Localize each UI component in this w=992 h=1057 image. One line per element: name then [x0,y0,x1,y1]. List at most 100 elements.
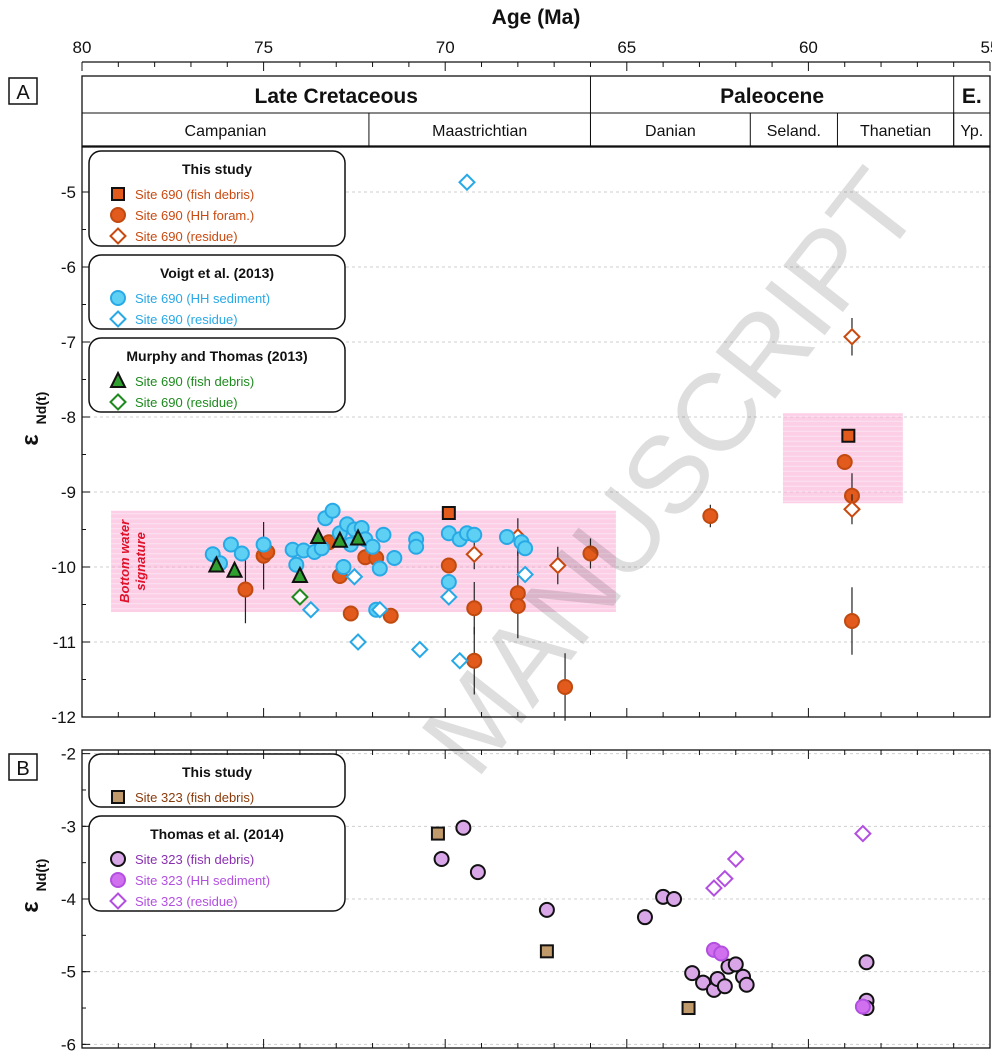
data-point [498,529,515,545]
stage-label: Maastrichtian [432,123,527,140]
data-point [349,528,367,546]
data-point [237,581,254,598]
data-point [666,891,683,907]
plot-frame [81,146,991,718]
legend-title: Voigt et al. (2013) [160,265,274,281]
legend-box [88,254,346,330]
epoch-label: Late Cretaceous [255,85,418,108]
y-axis-label: ε Nd(t) [17,392,49,446]
data-point [548,556,567,575]
y-tick-label: -2 [61,745,76,764]
legend-title: This study [182,764,252,780]
data-point [225,560,244,578]
x-tick-label: 65 [617,38,636,57]
panel-a-label-box [8,77,38,105]
data-point [301,600,320,619]
data-point [716,978,733,995]
legend-marker [110,851,126,867]
stage-label: Campanian [185,123,267,140]
x-tick-label: 75 [254,38,273,57]
data-point [695,974,712,991]
legend-marker [111,187,125,201]
data-point [433,851,450,868]
data-point [349,633,367,651]
y-tick-label: -4 [61,890,76,909]
data-point [854,998,871,1015]
data-point [222,536,239,553]
legend-marker [109,393,127,411]
data-point [324,502,341,519]
data-series [237,454,860,721]
data-point [466,526,483,543]
y-axis-label-main: ε [17,901,44,912]
data-point [702,508,719,524]
epoch-label: E. [962,85,982,108]
data-point [465,545,484,564]
data-point [858,954,875,971]
y-tick-label: -6 [61,1035,76,1052]
data-point [408,538,425,555]
data-point [715,869,734,888]
y-tick-label: -10 [51,558,76,577]
y-axis-label-sub: Nd(t) [33,392,49,425]
data-point [853,824,872,843]
y-tick-label: -7 [61,333,76,352]
y-tick-label: -3 [61,817,76,836]
data-point [582,545,599,562]
legend-title: Murphy and Thomas (2013) [126,348,307,364]
x-tick-label: 55 [981,38,992,57]
legend-box [88,337,346,413]
chronostrat-box [81,75,991,147]
y-axis-label-sub: Nd(t) [33,859,49,892]
y-tick-label: -8 [61,408,76,427]
data-series [705,941,871,1015]
data-point [371,560,388,577]
y-tick-label: -11 [53,633,76,652]
y-tick-label: -12 [51,708,76,727]
y-axis-label-main: ε [17,434,44,445]
data-point [517,540,534,557]
legend-entry-label: Site 690 (HH foram.) [135,208,254,223]
legend-entry-label: Site 690 (fish debris) [135,374,254,389]
legend-entry-label: Site 323 (fish debris) [135,852,254,867]
legend-entry-label: Site 690 (residue) [135,395,238,410]
y-tick-label: -5 [61,183,76,202]
y-tick-label: -5 [61,963,76,982]
data-point [441,506,456,520]
data-point [364,538,381,555]
data-point [410,640,429,659]
data-point [726,850,745,868]
legend-marker [109,370,127,388]
legend-group: Voigt et al. (2013) Site 690 (HH sediment… [88,254,346,330]
data-point [843,500,861,519]
legend-entry-label: Site 690 (fish debris) [135,187,254,202]
data-point [430,826,445,841]
data-point [836,454,853,470]
data-series [430,826,696,1016]
legend-entry-label: Site 323 (fish debris) [135,790,254,805]
legend-marker [110,290,126,306]
data-point [458,173,476,192]
legend-marker [109,310,127,328]
data-point [516,565,535,584]
data-point [207,555,226,573]
data-point [738,976,755,993]
data-point [342,605,359,622]
data-series [441,428,856,520]
data-series [291,588,309,606]
legend-box [88,815,346,912]
y-tick-label: -9 [61,483,76,502]
stage-label: Seland. [767,123,821,140]
legend-title: This study [182,161,252,177]
legend-title: Thomas et al. (2014) [150,826,284,842]
legend-box [88,753,346,808]
stage-label: Thanetian [860,123,931,140]
legend-entry-label: Site 323 (residue) [135,894,238,909]
data-point [727,956,744,973]
legend-marker [109,892,127,910]
data-point [538,901,555,918]
data-point [382,607,399,624]
data-series [433,819,875,1017]
data-point [291,588,309,606]
